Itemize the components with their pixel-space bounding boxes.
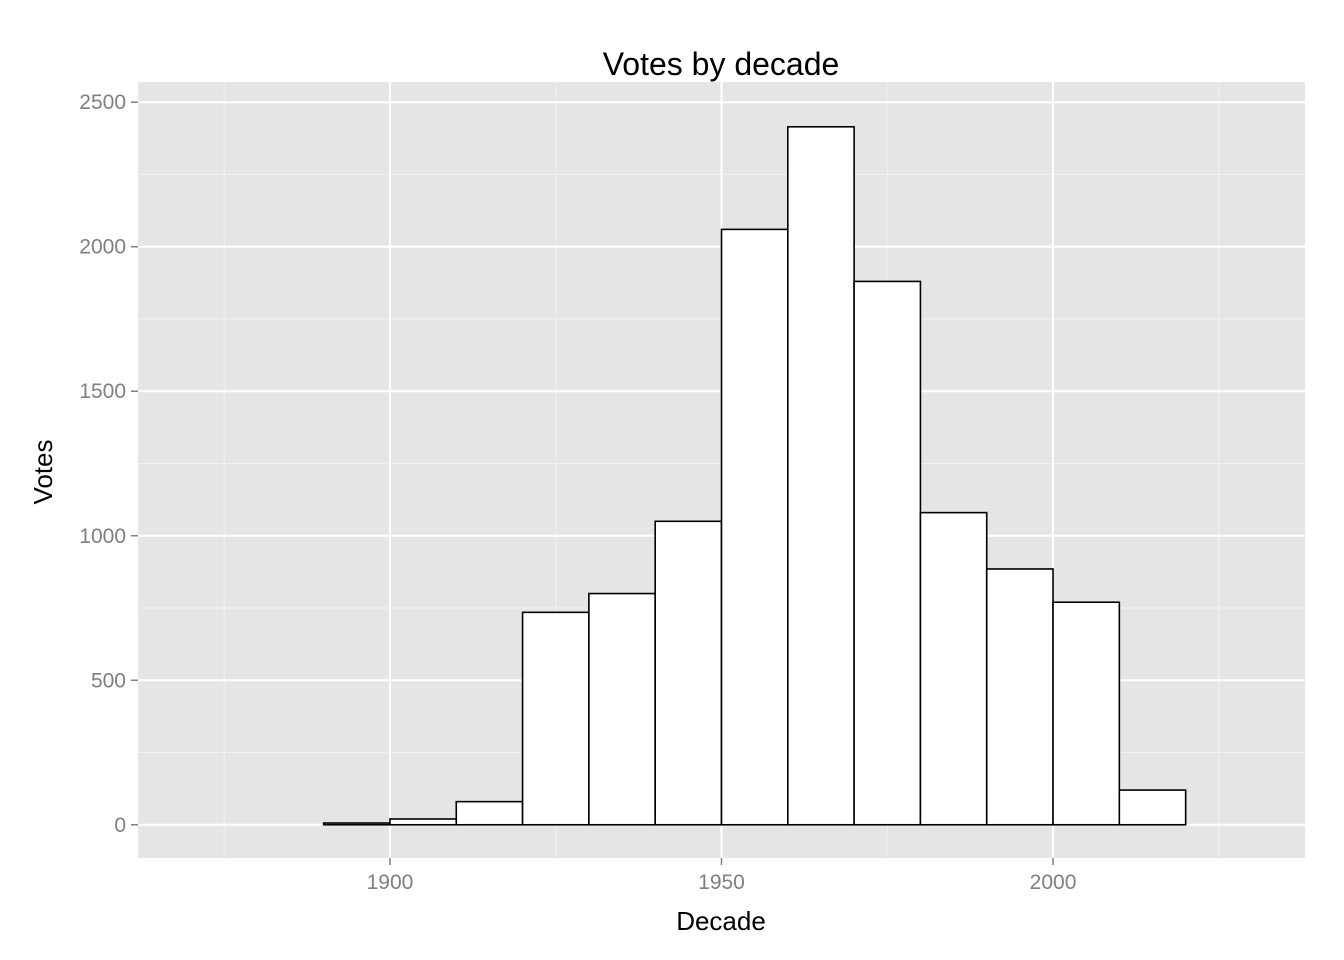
histogram-bar [1052,601,1121,826]
histogram-bar [985,568,1054,826]
histogram-bar [588,592,656,826]
y-tick-label: 500 [91,669,126,692]
y-axis: 0 500 1000 1500 2000 2500 [79,91,138,837]
histogram-bar [853,280,922,826]
x-axis: 1900 1950 2000 [367,858,1077,894]
x-tick-label: 1950 [698,871,745,894]
histogram-bar [919,511,988,826]
y-tick-label: 1500 [79,380,126,403]
histogram-bar [389,818,458,826]
y-tick-label: 0 [114,814,126,837]
x-tick-label: 2000 [1030,871,1077,894]
histogram-bar [322,822,391,826]
y-tick-label: 2000 [79,236,126,259]
histogram-bar [654,520,723,826]
histogram-bar [521,611,590,826]
y-tick-label: 2500 [79,91,126,114]
x-tick-label: 1900 [367,871,414,894]
x-axis-title: Decade [676,906,766,936]
plot-panel [138,82,1305,858]
histogram-bar [720,228,789,826]
histogram-bar [455,800,524,826]
chart-title: Votes by decade [603,46,840,82]
y-tick-label: 1000 [79,525,126,548]
y-axis-title: Votes [28,439,58,504]
histogram-bar [1118,789,1187,826]
histogram-bar [787,125,855,826]
